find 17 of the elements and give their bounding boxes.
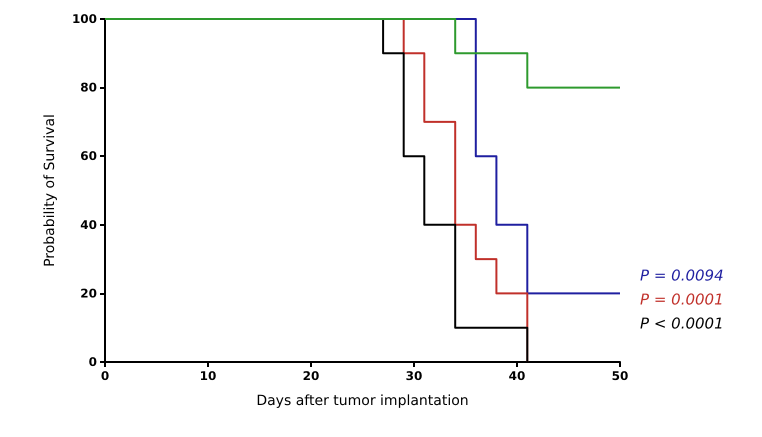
x-tick-label: 20	[302, 369, 320, 383]
y-tick-label: 20	[80, 286, 97, 300]
y-tick-label: 80	[80, 80, 97, 95]
text: P = 0.0001	[640, 290, 724, 308]
x-tick-label: 10	[200, 369, 216, 383]
y-axis-title: Probability of Survival	[42, 114, 58, 267]
x-axis-title: Days after tumor implantation	[256, 393, 469, 409]
y-tick-label: 40	[80, 218, 97, 232]
y-tick-label: 100	[72, 12, 97, 26]
y-tick-label: 0	[88, 355, 97, 369]
text: P < 0.0001	[640, 314, 724, 332]
x-tick-label: 30	[406, 369, 422, 383]
x-tick-label: 0	[100, 369, 110, 383]
x-tick-label: 50	[612, 369, 628, 383]
x-tick-label: 40	[508, 369, 526, 383]
y-tick-label: 60	[80, 149, 97, 164]
text: P = 0.0094	[640, 266, 724, 284]
